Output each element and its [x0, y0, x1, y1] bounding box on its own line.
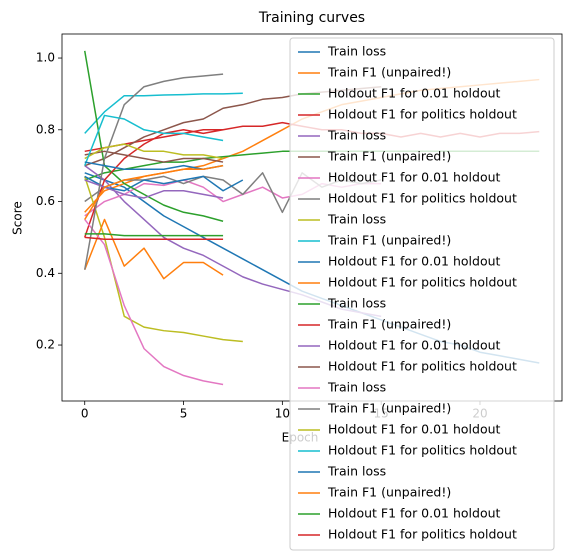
legend: Train loss Train F1 (unpaired!) Holdout F1… — [289, 37, 555, 551]
legend-label: Holdout F1 for 0.01 holdout — [328, 254, 501, 269]
series-line — [84, 218, 224, 280]
legend-label: Train loss — [327, 44, 386, 59]
legend-label: Train F1 (unpaired!) — [327, 317, 451, 332]
series-line — [83, 50, 224, 222]
legend-box — [289, 37, 555, 551]
series-line — [84, 114, 224, 166]
legend-label: Train F1 (unpaired!) — [327, 485, 451, 500]
series-line — [84, 175, 244, 192]
y-tick-label: 0.8 — [36, 122, 55, 136]
legend-label: Holdout F1 for politics holdout — [328, 191, 517, 206]
series-line — [84, 92, 243, 134]
legend-label: Holdout F1 for politics holdout — [328, 443, 517, 458]
series-line — [84, 236, 224, 240]
legend-label: Train loss — [327, 464, 386, 479]
series-line — [84, 219, 224, 386]
series-line — [84, 129, 224, 238]
legend-label: Holdout F1 for 0.01 holdout — [328, 506, 501, 521]
series-line — [84, 179, 224, 199]
legend-label: Train loss — [327, 296, 386, 311]
series-line — [83, 73, 224, 270]
y-tick-label: 0.2 — [36, 338, 55, 352]
y-tick-label: 0.4 — [36, 266, 55, 280]
legend-label: Holdout F1 for 0.01 holdout — [328, 86, 501, 101]
legend-label: Train F1 (unpaired!) — [327, 233, 451, 248]
legend-label: Train F1 (unpaired!) — [327, 65, 451, 80]
y-tick-label: 1.0 — [36, 51, 55, 65]
legend-label: Holdout F1 for 0.01 holdout — [328, 170, 501, 185]
series-line — [84, 143, 224, 160]
series-line — [84, 164, 224, 220]
legend-label: Holdout F1 for politics holdout — [328, 527, 517, 542]
legend-label: Holdout F1 for politics holdout — [328, 359, 517, 374]
legend-label: Train F1 (unpaired!) — [327, 401, 451, 416]
legend-label: Holdout F1 for 0.01 holdout — [328, 422, 501, 437]
legend-label: Train F1 (unpaired!) — [327, 149, 451, 164]
legend-label: Holdout F1 for politics holdout — [328, 275, 517, 290]
chart-title: Training curves — [258, 10, 365, 26]
legend-label: Holdout F1 for politics holdout — [328, 107, 517, 122]
series-line — [84, 233, 224, 237]
legend-label: Train loss — [327, 212, 386, 227]
x-tick-label: 10 — [275, 407, 290, 421]
x-tick-label: 5 — [180, 407, 188, 421]
legend-label: Holdout F1 for 0.01 holdout — [328, 338, 501, 353]
y-axis-label: Score — [11, 201, 25, 235]
x-tick-label: 0 — [81, 407, 89, 421]
legend-label: Train loss — [327, 128, 386, 143]
series-line — [84, 150, 224, 163]
y-tick-label: 0.6 — [36, 194, 55, 208]
legend-label: Train loss — [327, 380, 386, 395]
